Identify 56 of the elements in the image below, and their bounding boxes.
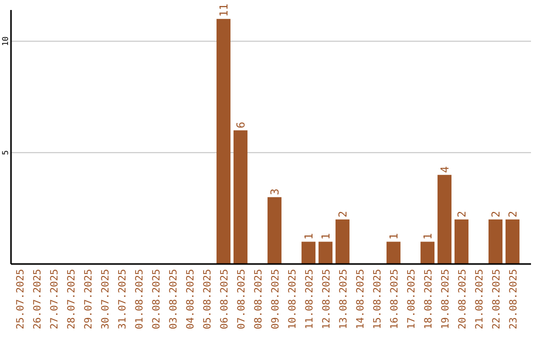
x-tick-label: 30.07.2025 bbox=[100, 269, 112, 330]
x-tick-label: 05.08.2025 bbox=[202, 269, 214, 330]
data-label: 6 bbox=[234, 122, 248, 128]
bar bbox=[234, 130, 248, 264]
x-tick-label: 27.07.2025 bbox=[50, 269, 60, 330]
data-label: 2 bbox=[490, 210, 502, 218]
x-tick-label: 23.08.2025 bbox=[508, 269, 520, 330]
data-label: 3 bbox=[268, 188, 282, 196]
bar bbox=[216, 18, 230, 264]
x-tick-label: 12.08.2025 bbox=[322, 269, 332, 330]
data-label: 2 bbox=[506, 210, 520, 218]
x-tick-label: 22.08.2025 bbox=[492, 269, 502, 330]
x-tick-label: 31.07.2025 bbox=[118, 269, 128, 330]
bar bbox=[454, 219, 468, 264]
x-tick-label: 01.08.2025 bbox=[134, 269, 146, 330]
x-tick-label: 04.08.2025 bbox=[186, 269, 196, 330]
bar bbox=[438, 174, 452, 264]
data-label: 11 bbox=[218, 4, 230, 17]
bar bbox=[506, 219, 520, 264]
data-label: 1 bbox=[422, 233, 434, 240]
data-label: 2 bbox=[336, 210, 350, 218]
x-tick-label: 18.08.2025 bbox=[424, 269, 434, 330]
data-label: 1 bbox=[388, 233, 400, 240]
x-tick-label: 07.08.2025 bbox=[236, 269, 248, 330]
bar bbox=[420, 242, 434, 264]
y-tick-label: 10 bbox=[1, 36, 10, 46]
x-tick-label: 06.08.2025 bbox=[220, 269, 230, 330]
x-tick-label: 03.08.2025 bbox=[168, 269, 180, 330]
x-tick-label: 16.08.2025 bbox=[390, 269, 400, 330]
x-tick-label: 21.08.2025 bbox=[474, 269, 486, 330]
x-tick-label: 13.08.2025 bbox=[338, 269, 350, 330]
x-tick-label: 15.08.2025 bbox=[372, 269, 384, 330]
y-tick-label: 5 bbox=[1, 150, 10, 156]
bar bbox=[386, 242, 400, 264]
bar bbox=[488, 219, 502, 264]
x-tick-label: 08.08.2025 bbox=[254, 269, 264, 330]
x-tick-label: 17.08.2025 bbox=[406, 269, 418, 330]
data-label: 2 bbox=[456, 210, 468, 218]
x-tick-label: 20.08.2025 bbox=[458, 269, 468, 330]
x-tick-label: 10.08.2025 bbox=[288, 269, 298, 330]
x-tick-label: 25.07.2025 bbox=[16, 269, 26, 330]
x-tick-label: 28.07.2025 bbox=[66, 269, 78, 330]
x-tick-label: 19.08.2025 bbox=[440, 269, 452, 330]
x-tick-label: 02.08.2025 bbox=[152, 269, 162, 330]
bar bbox=[268, 197, 282, 264]
x-tick-label: 29.07.2025 bbox=[84, 269, 94, 330]
x-tick-label: 09.08.2025 bbox=[270, 269, 282, 330]
data-label: 4 bbox=[438, 166, 452, 173]
data-label: 1 bbox=[320, 233, 332, 240]
x-tick-label: 26.07.2025 bbox=[32, 269, 44, 330]
bar bbox=[318, 242, 332, 264]
x-tick-label: 11.08.2025 bbox=[304, 269, 316, 330]
bar bbox=[336, 219, 350, 264]
bar bbox=[302, 242, 316, 264]
x-tick-label: 14.08.2025 bbox=[356, 269, 366, 330]
data-label: 1 bbox=[302, 233, 316, 240]
